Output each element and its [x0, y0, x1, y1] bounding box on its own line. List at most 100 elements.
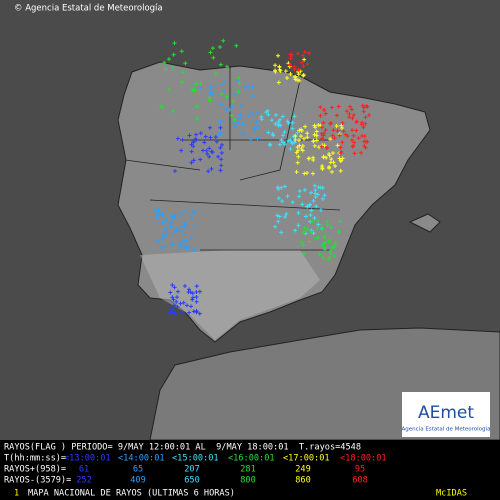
- strike: [303, 124, 308, 129]
- strike: [170, 214, 175, 219]
- strike: [351, 113, 356, 118]
- strike: [169, 211, 174, 216]
- strike: [224, 107, 229, 112]
- strike: [343, 132, 348, 137]
- strike: [317, 252, 322, 257]
- strike: [255, 136, 260, 141]
- count: 608: [352, 476, 368, 486]
- strike: [225, 64, 230, 69]
- strike: [251, 127, 256, 132]
- strike: [296, 51, 301, 56]
- strike: [348, 104, 353, 109]
- strike: [218, 102, 223, 107]
- strike: [283, 69, 288, 74]
- strike: [293, 75, 298, 80]
- strike: [189, 304, 194, 309]
- strike: [213, 71, 218, 76]
- count: 95: [355, 465, 365, 475]
- strike: [214, 139, 219, 144]
- strike: [217, 120, 222, 125]
- strike: [294, 150, 299, 155]
- strike: [230, 99, 235, 104]
- strike: [316, 185, 321, 190]
- strike: [179, 49, 184, 54]
- strike: [323, 111, 328, 116]
- strike: [179, 309, 184, 314]
- strike: [163, 233, 168, 238]
- strike: [153, 208, 158, 213]
- strike: [206, 169, 211, 174]
- strike: [284, 212, 289, 217]
- strike: [295, 145, 300, 150]
- strike: [168, 310, 173, 315]
- strike: [276, 53, 281, 58]
- strike: [325, 219, 330, 224]
- strike: [309, 208, 314, 213]
- strike: [191, 140, 196, 145]
- strike: [286, 138, 291, 143]
- south-relief: [140, 250, 320, 340]
- strike: [168, 224, 173, 229]
- strike: [189, 235, 194, 240]
- strike: [218, 145, 223, 150]
- strike: [332, 244, 337, 249]
- logo-subtitle: Agencia Estatal de Meteorología: [402, 426, 491, 433]
- strike: [195, 116, 200, 121]
- strike: [341, 129, 346, 134]
- strike: [210, 46, 215, 51]
- strike: [237, 115, 242, 120]
- strike: [178, 213, 183, 218]
- strike: [194, 294, 199, 299]
- strike: [312, 143, 317, 148]
- strike: [239, 131, 244, 136]
- time-label: T(hh:mm:ss)=: [4, 454, 66, 464]
- strike: [297, 128, 302, 133]
- strike: [211, 55, 216, 60]
- strike: [329, 251, 334, 256]
- strike: [194, 132, 199, 137]
- strike: [192, 247, 197, 252]
- strike: [308, 219, 313, 224]
- credit: © Agencia Estatal de Meteorología: [14, 4, 163, 14]
- strike: [207, 154, 212, 159]
- strike: [179, 225, 184, 230]
- strike: [175, 304, 180, 309]
- strike: [280, 133, 285, 138]
- strike: [236, 120, 241, 125]
- strike: [321, 154, 326, 159]
- strike: [324, 155, 329, 160]
- count: 65: [133, 465, 143, 475]
- strike: [329, 157, 334, 162]
- strike: [175, 295, 180, 300]
- strike: [331, 128, 336, 133]
- row-label: RAYOS+(958)=: [4, 465, 66, 475]
- strike: [170, 295, 175, 300]
- strike: [239, 104, 244, 109]
- strike: [194, 104, 199, 109]
- strike: [219, 150, 224, 155]
- strike: [315, 225, 320, 230]
- strike: [314, 204, 319, 209]
- strike: [322, 193, 327, 198]
- strike: [221, 38, 226, 43]
- strike: [313, 125, 318, 130]
- strike: [162, 60, 167, 65]
- strike: [172, 41, 177, 46]
- info-panel: [0, 440, 500, 500]
- strike: [351, 133, 356, 138]
- strike: [361, 105, 366, 110]
- time-bin: <15:00:01: [172, 454, 219, 464]
- time-bin: <17:00:01: [283, 454, 330, 464]
- strike: [175, 227, 180, 232]
- strike: [297, 189, 302, 194]
- strike: [279, 230, 284, 235]
- strike: [266, 112, 271, 117]
- strike: [293, 133, 298, 138]
- strike: [301, 243, 306, 248]
- strike: [194, 284, 199, 289]
- strike: [315, 218, 320, 223]
- strike: [339, 123, 344, 128]
- strike: [277, 214, 282, 219]
- strike: [277, 117, 282, 122]
